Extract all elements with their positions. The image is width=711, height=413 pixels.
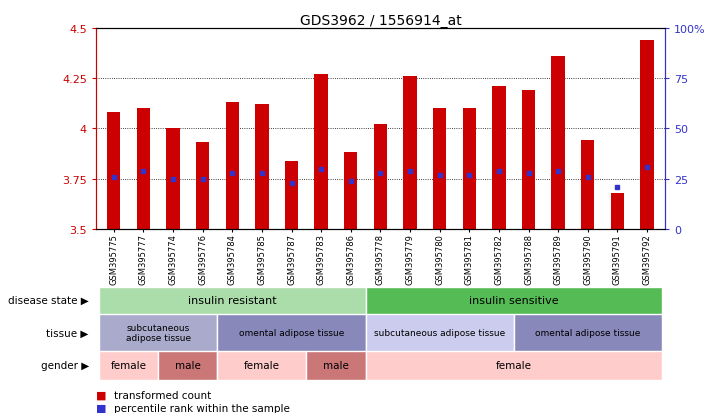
- Bar: [225, 103, 239, 229]
- Bar: [99, 314, 218, 351]
- Text: female: female: [244, 361, 280, 370]
- Bar: [374, 125, 387, 229]
- Bar: [99, 287, 365, 314]
- Bar: [403, 77, 417, 229]
- Bar: [492, 87, 506, 229]
- Bar: [522, 91, 535, 229]
- Bar: [641, 41, 653, 229]
- Bar: [365, 314, 513, 351]
- Bar: [552, 57, 565, 229]
- Text: transformed count: transformed count: [114, 390, 211, 400]
- Bar: [314, 75, 328, 229]
- Bar: [365, 287, 662, 314]
- Text: male: male: [323, 361, 349, 370]
- Bar: [218, 314, 365, 351]
- Text: omental adipose tissue: omental adipose tissue: [239, 328, 344, 337]
- Text: tissue ▶: tissue ▶: [46, 328, 89, 337]
- Bar: [344, 153, 358, 229]
- Bar: [99, 351, 158, 380]
- Bar: [365, 351, 662, 380]
- Text: insulin resistant: insulin resistant: [188, 295, 277, 306]
- Text: female: female: [111, 361, 146, 370]
- Bar: [166, 129, 180, 229]
- Text: male: male: [175, 361, 201, 370]
- Bar: [158, 351, 218, 380]
- Title: GDS3962 / 1556914_at: GDS3962 / 1556914_at: [299, 14, 461, 28]
- Text: subcutaneous adipose tissue: subcutaneous adipose tissue: [374, 328, 506, 337]
- Bar: [255, 105, 269, 229]
- Text: female: female: [496, 361, 532, 370]
- Text: gender ▶: gender ▶: [41, 361, 89, 370]
- Bar: [285, 161, 298, 229]
- Bar: [107, 113, 120, 229]
- Text: omental adipose tissue: omental adipose tissue: [535, 328, 641, 337]
- Text: percentile rank within the sample: percentile rank within the sample: [114, 403, 289, 413]
- Bar: [581, 141, 594, 229]
- Bar: [137, 109, 150, 229]
- Bar: [611, 193, 624, 229]
- Text: subcutaneous
adipose tissue: subcutaneous adipose tissue: [126, 323, 191, 342]
- Bar: [433, 109, 447, 229]
- Text: ■: ■: [96, 403, 107, 413]
- Bar: [463, 109, 476, 229]
- Text: disease state ▶: disease state ▶: [8, 295, 89, 306]
- Text: ■: ■: [96, 390, 107, 400]
- Bar: [306, 351, 365, 380]
- Bar: [196, 143, 209, 229]
- Bar: [513, 314, 662, 351]
- Text: insulin sensitive: insulin sensitive: [469, 295, 559, 306]
- Bar: [218, 351, 306, 380]
